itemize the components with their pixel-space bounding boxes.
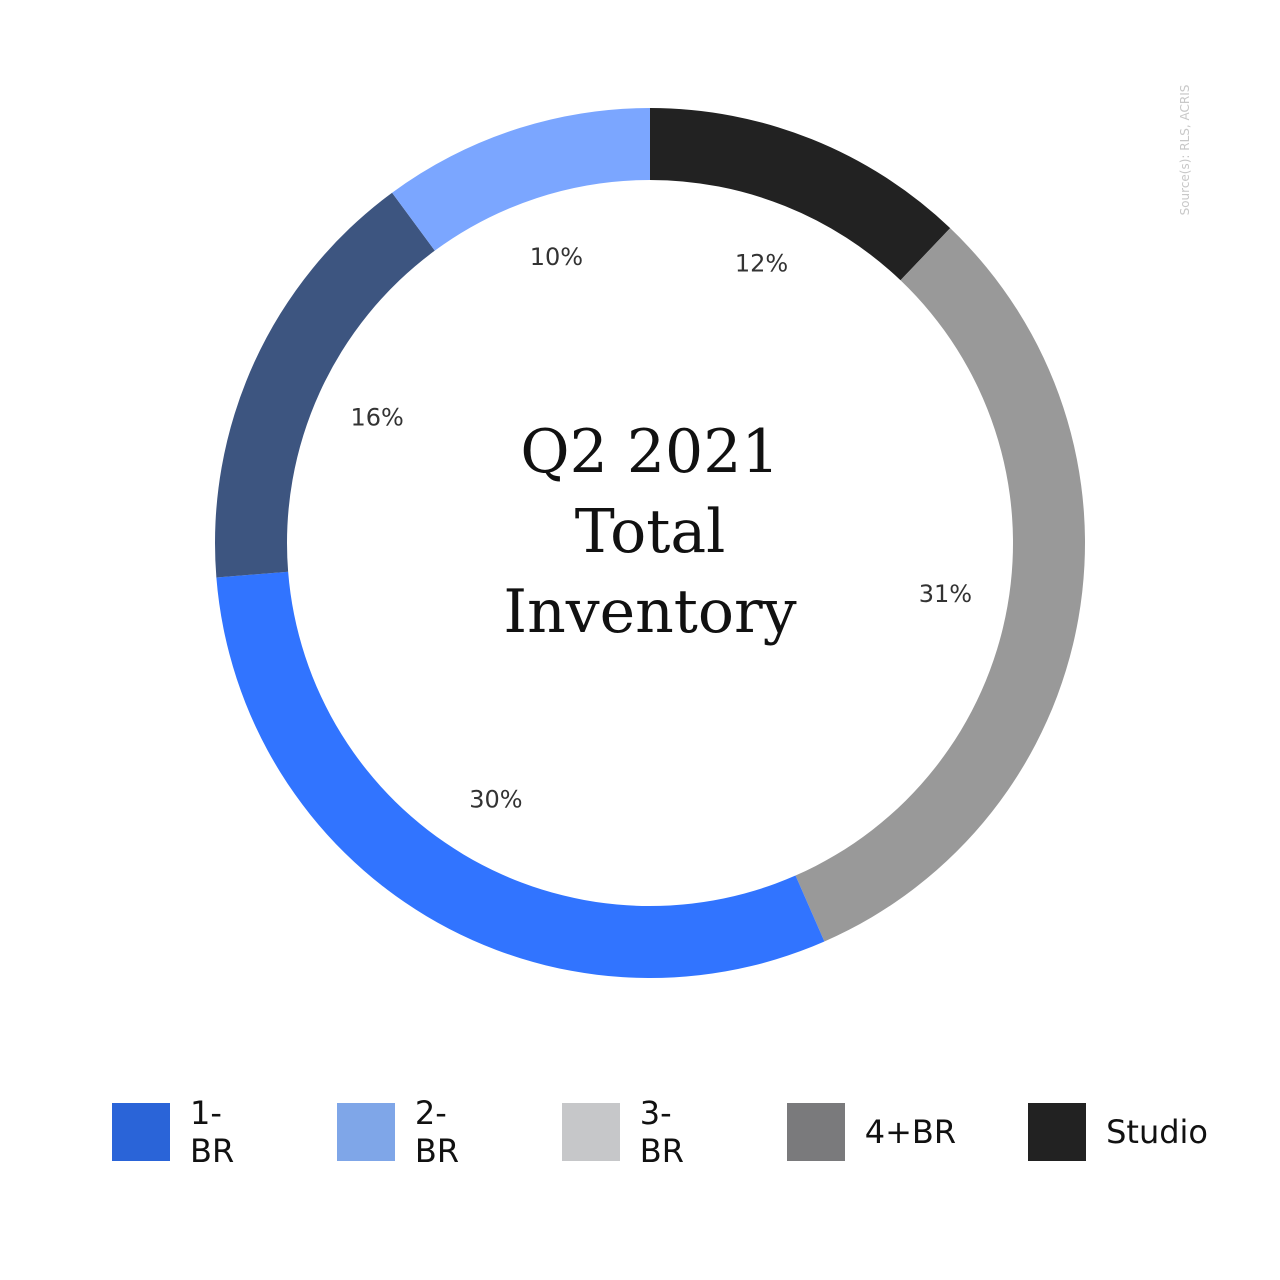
legend-item: 1-BR (112, 1094, 265, 1170)
legend-swatch (112, 1103, 170, 1161)
source-note: Source(s): RLS, ACRIS (1178, 84, 1192, 216)
legend-label: 2-BR (414, 1094, 460, 1170)
center-title: Q2 2021 Total Inventory (503, 417, 797, 647)
legend-swatch (786, 1103, 845, 1161)
value-label: 31% (919, 580, 972, 608)
legend-item: Studio (1028, 1094, 1208, 1170)
value-label: 16% (350, 403, 403, 431)
legend: 1-BR 2-BR 3-BR 4+BR Studio (112, 1094, 1280, 1170)
legend-label: 1-BR (189, 1094, 235, 1170)
value-label: 30% (469, 785, 522, 813)
legend-label: Studio (1106, 1113, 1208, 1151)
legend-swatch (336, 1103, 395, 1161)
legend-swatch (561, 1103, 620, 1161)
donut-segment (392, 108, 650, 251)
legend-label: 4+BR (864, 1113, 957, 1151)
value-label: 12% (735, 249, 788, 277)
legend-item: 3-BR (561, 1094, 715, 1170)
legend-item: 4+BR (786, 1094, 957, 1170)
donut-segment (795, 228, 1086, 942)
value-label: 10% (530, 243, 583, 271)
legend-item: 2-BR (336, 1094, 490, 1170)
legend-label: 3-BR (639, 1094, 684, 1170)
donut-segment (216, 571, 825, 978)
donut-segment (650, 108, 951, 281)
legend-swatch (1028, 1103, 1087, 1161)
chart: 12% 31% 30% 16% 10% (215, 108, 1086, 978)
donut-segment (215, 192, 435, 578)
